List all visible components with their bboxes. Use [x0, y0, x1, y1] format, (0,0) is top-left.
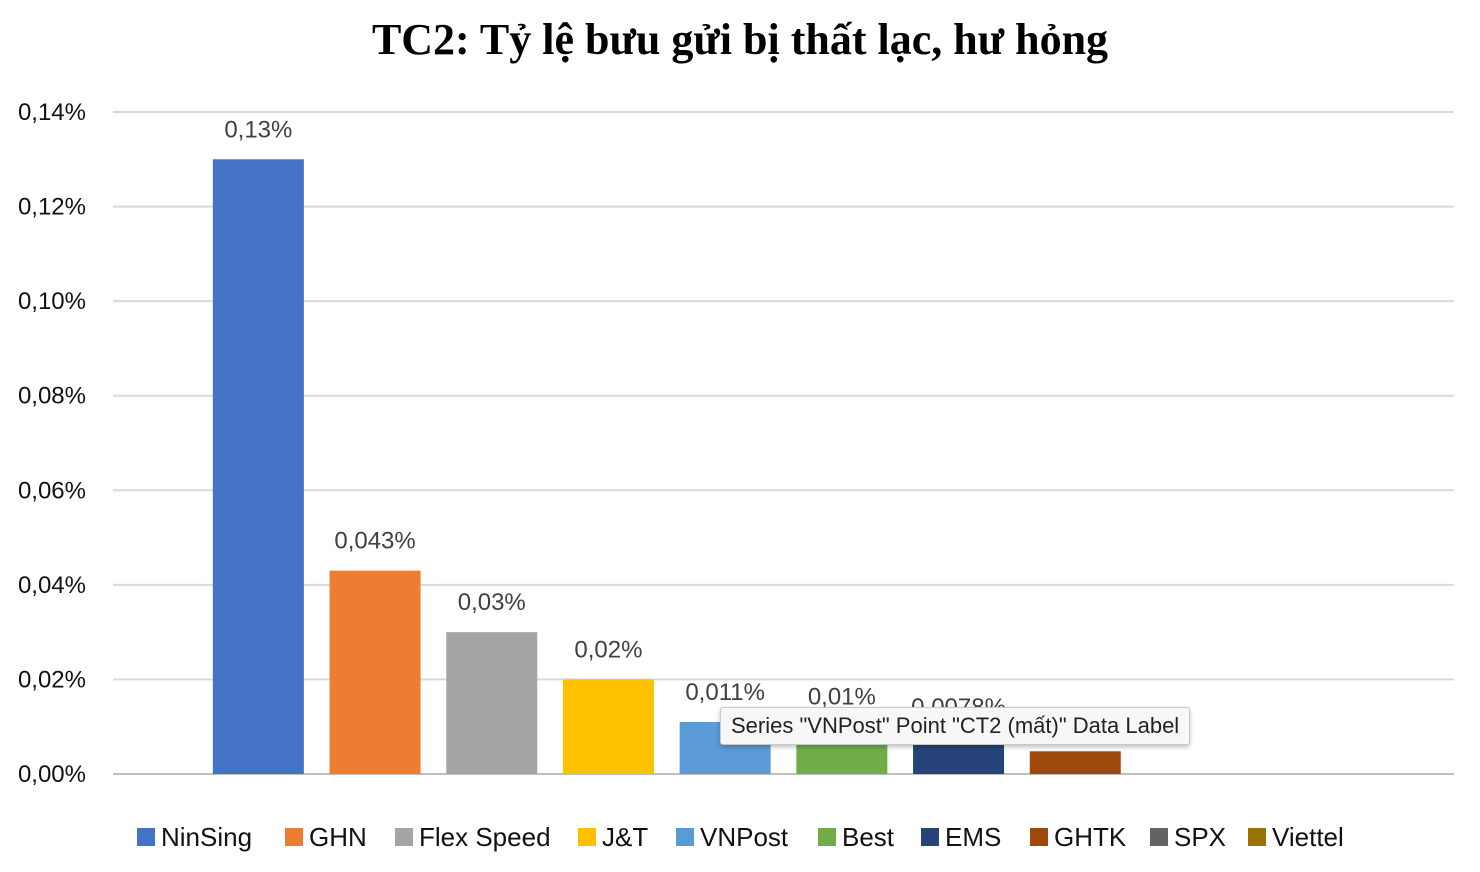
legend-swatch	[395, 828, 413, 846]
data-label: 0,043%	[334, 528, 415, 555]
legend-swatch	[1248, 828, 1266, 846]
y-tick-label: 0,14%	[18, 99, 86, 126]
data-label: 0,13%	[224, 116, 292, 143]
bar-ninsing	[212, 159, 304, 775]
chart-title: TC2: Tỷ lệ bưu gửi bị thất lạc, hư hỏng	[371, 15, 1109, 64]
y-tick-label: 0,00%	[18, 761, 86, 788]
legend-swatch	[137, 828, 155, 846]
y-tick-label: 0,12%	[18, 194, 86, 221]
legend-label: Viettel	[1272, 822, 1344, 852]
data-label: 0,01%	[808, 684, 876, 711]
data-label: 0,011%	[685, 679, 765, 706]
legend-swatch	[676, 828, 694, 846]
legend-label: Flex Speed	[419, 822, 551, 852]
legend-label: VNPost	[700, 822, 789, 852]
legend-swatch	[818, 828, 836, 846]
y-tick-label: 0,02%	[18, 666, 86, 693]
bar-ghtk	[1029, 751, 1121, 774]
data-label-tooltip: Series "VNPost" Point "CT2 (mất)" Data L…	[720, 707, 1191, 745]
legend-label: EMS	[945, 822, 1001, 852]
legend-label: GHTK	[1054, 822, 1127, 852]
legend-label: NinSing	[161, 822, 252, 852]
y-tick-label: 0,10%	[18, 288, 86, 315]
legend-swatch	[578, 828, 596, 846]
legend-label: GHN	[309, 822, 367, 852]
legend-swatch	[921, 828, 939, 846]
data-label: 0,02%	[574, 636, 642, 663]
y-tick-label: 0,08%	[18, 383, 86, 410]
legend-swatch	[285, 828, 303, 846]
bar-flex-speed	[446, 632, 538, 774]
bar-ghn	[329, 570, 421, 774]
y-tick-label: 0,06%	[18, 477, 86, 504]
data-label: 0,03%	[458, 589, 526, 616]
legend-label: SPX	[1174, 822, 1226, 852]
legend-swatch	[1030, 828, 1048, 846]
legend-swatch	[1150, 828, 1168, 846]
legend-label: Best	[842, 822, 895, 852]
legend-label: J&T	[602, 822, 648, 852]
y-tick-label: 0,04%	[18, 572, 86, 599]
bar-j-t	[562, 679, 654, 774]
